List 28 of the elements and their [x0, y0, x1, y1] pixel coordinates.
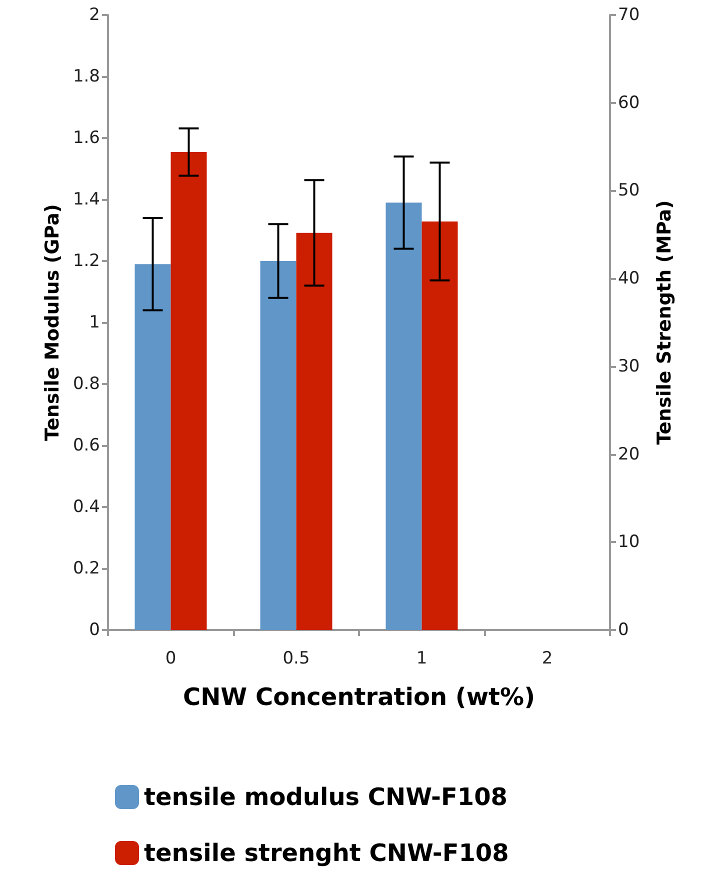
y2-tick-label: 30	[618, 356, 640, 376]
y2-tick-label: 20	[618, 444, 640, 464]
y2-axis-title: Tensile Strength (MPa)	[654, 200, 676, 445]
y-tick-label: 0.2	[72, 558, 100, 578]
x-tick-label: 2	[542, 648, 553, 668]
y-tick-label: 1.4	[72, 190, 100, 210]
y-tick-label: 0.6	[72, 436, 100, 456]
x-tick-label: 0	[165, 648, 176, 668]
y-tick-label: 1.2	[72, 251, 100, 271]
x-axis-title: CNW Concentration (wt%)	[182, 683, 536, 711]
y-axis-title: Tensile Modulus (GPa)	[42, 204, 64, 441]
y2-tick-label: 60	[618, 92, 640, 113]
y2-tick-label: 50	[618, 180, 640, 201]
y2-tick-label: 0	[618, 620, 629, 640]
legend-label: tensile modulus CNW-F108	[144, 783, 508, 811]
y2-tick-label: 10	[618, 532, 640, 552]
y2-tick-label: 70	[618, 5, 640, 25]
y-tick-label: 0.4	[72, 497, 100, 517]
y-tick-label: 2	[89, 5, 100, 25]
y2-tick-label: 40	[618, 268, 640, 289]
x-tick-label: 1	[416, 648, 428, 668]
y-tick-label: 1.6	[72, 128, 100, 148]
y-tick-label: 1.8	[72, 66, 100, 86]
y-tick-label: 0	[89, 620, 100, 640]
x-tick-label: 0.5	[282, 648, 310, 668]
y-tick-label: 1	[89, 312, 100, 332]
legend-label: tensile strenght CNW-F108	[144, 839, 509, 867]
y-tick-label: 0.8	[72, 374, 100, 394]
